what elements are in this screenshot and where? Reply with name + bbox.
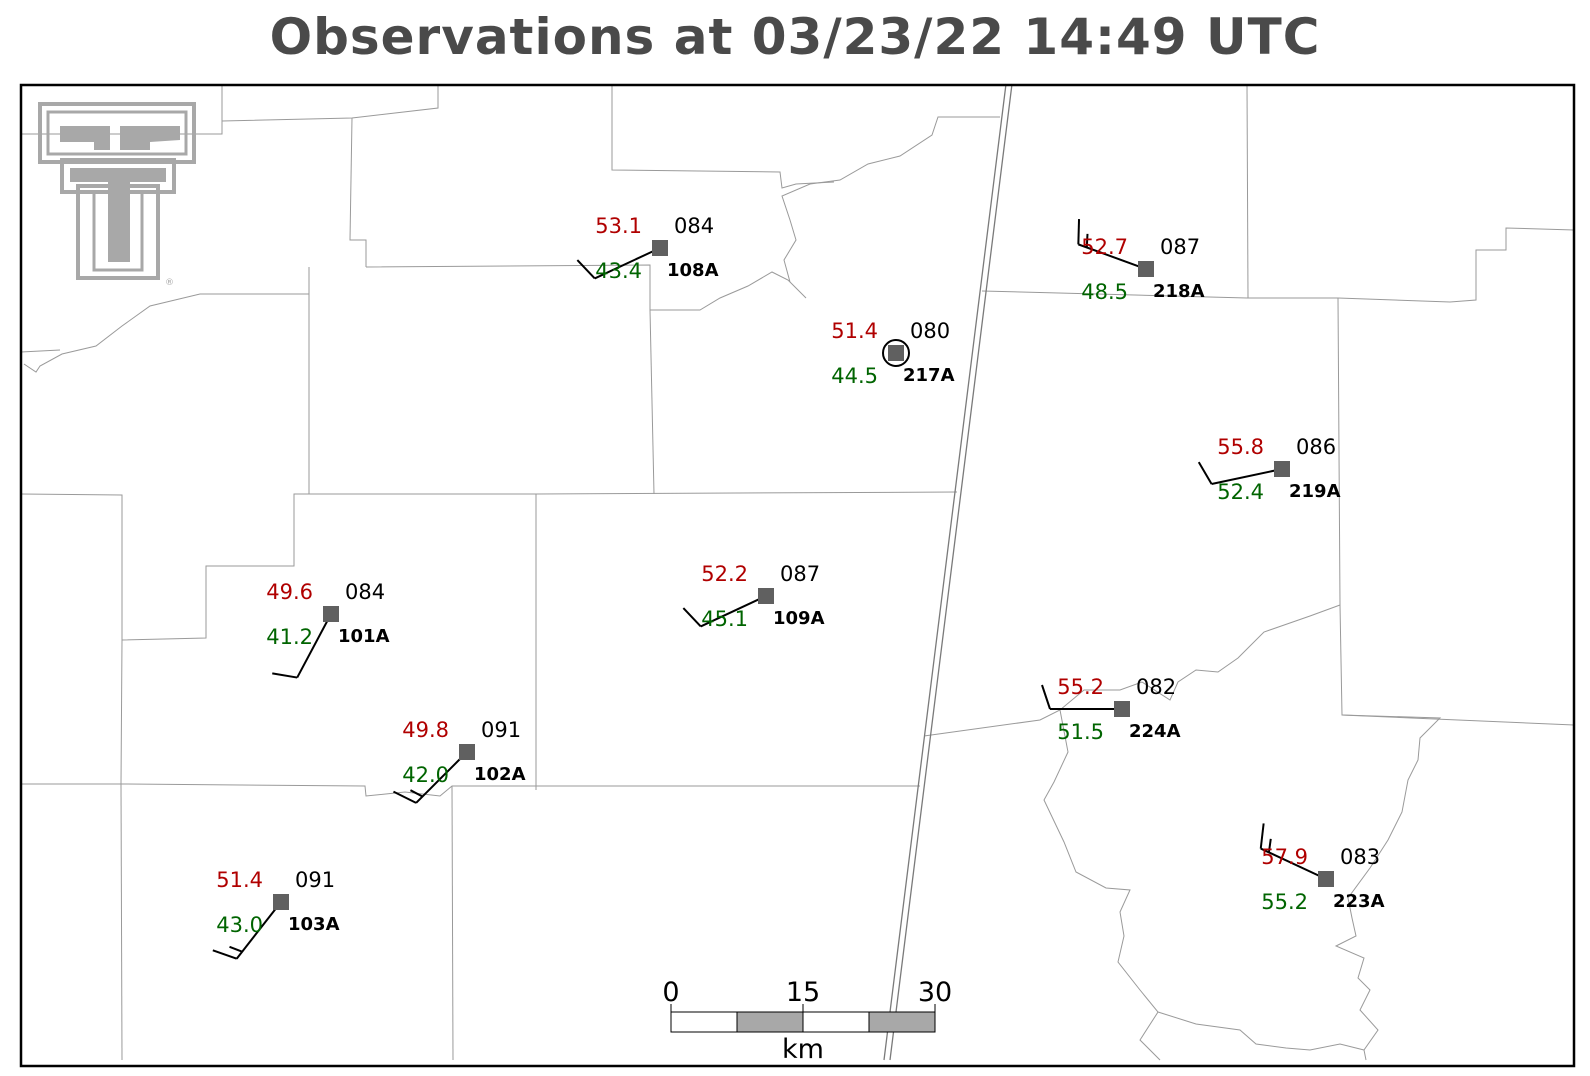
wind-barb (1259, 823, 1327, 880)
county-boundaries (20, 83, 1575, 1061)
station-id-label: 101A (338, 626, 390, 647)
station-plot: 53.1 43.4 084 108A (576, 214, 719, 283)
dewpoint-label: 45.1 (701, 607, 748, 631)
station-marker[interactable] (459, 744, 475, 760)
temperature-label: 49.8 (402, 718, 449, 742)
station-id-label: 219A (1289, 481, 1341, 502)
calm-wind-circle (882, 339, 910, 367)
humidity-label: 087 (1160, 235, 1200, 259)
temperature-label: 52.7 (1081, 235, 1128, 259)
registered-mark: ® (165, 278, 174, 288)
station-marker[interactable] (888, 345, 904, 361)
station-plot: 49.8 42.0 091 102A (393, 718, 526, 804)
station-id-label: 217A (903, 365, 955, 386)
station-marker[interactable] (652, 240, 668, 256)
station-id-label: 103A (288, 914, 340, 935)
station-plot: 49.6 41.2 084 101A (266, 580, 390, 679)
station-id-label: 224A (1129, 721, 1181, 742)
state-boundary (883, 83, 1013, 1061)
temperature-label: 55.2 (1057, 675, 1104, 699)
wind-barb (1077, 219, 1147, 270)
wind-barb (393, 751, 468, 804)
dewpoint-label: 42.0 (402, 763, 449, 787)
station-id-label: 109A (773, 608, 825, 629)
station-id-label: 218A (1153, 281, 1205, 302)
humidity-label: 082 (1136, 675, 1176, 699)
temperature-label: 55.8 (1217, 435, 1264, 459)
wind-barb (1041, 684, 1122, 710)
scale-bar: 0 15 30 km (662, 977, 952, 1065)
humidity-label: 086 (1296, 435, 1336, 459)
station-plot: 51.4 44.5 080 217A (831, 319, 954, 388)
station-plot: 51.4 43.0 091 103A (212, 868, 340, 960)
station-marker[interactable] (1114, 701, 1130, 717)
station-marker[interactable] (273, 894, 289, 910)
station-marker[interactable] (758, 588, 774, 604)
station-plot: 57.9 55.2 083 223A (1259, 823, 1385, 914)
station-plot: 52.2 45.1 087 109A (682, 562, 825, 631)
station-plot: 52.7 48.5 087 218A (1077, 219, 1205, 304)
scale-label-30: 30 (918, 977, 952, 1008)
temperature-label: 52.2 (701, 562, 748, 586)
station-id-label: 102A (474, 764, 526, 785)
humidity-label: 087 (780, 562, 820, 586)
humidity-label: 080 (910, 319, 950, 343)
dewpoint-label: 44.5 (831, 364, 878, 388)
humidity-label: 091 (295, 868, 335, 892)
station-marker[interactable] (1318, 871, 1334, 887)
station-id-label: 108A (667, 260, 719, 281)
dewpoint-label: 51.5 (1057, 720, 1104, 744)
scale-label-0: 0 (662, 977, 679, 1008)
station-plot: 55.2 51.5 082 224A (1041, 675, 1181, 744)
texas-tech-double-t-logo (38, 102, 196, 280)
stations-layer: 53.1 43.4 084 108A 51.4 44.5 080 217A 52.7 48.5 08… (212, 214, 1385, 960)
temperature-label: 57.9 (1261, 845, 1308, 869)
temperature-label: 51.4 (831, 319, 878, 343)
wind-barb (212, 901, 282, 960)
humidity-label: 083 (1340, 845, 1380, 869)
temperature-label: 51.4 (216, 868, 263, 892)
humidity-label: 084 (674, 214, 714, 238)
page-title: Observations at 03/23/22 14:49 UTC (269, 8, 1321, 66)
temperature-label: 49.6 (266, 580, 313, 604)
wind-barb (682, 595, 767, 628)
dewpoint-label: 43.0 (216, 913, 263, 937)
scale-label-15: 15 (786, 977, 820, 1008)
temperature-label: 53.1 (595, 214, 642, 238)
station-marker[interactable] (1274, 461, 1290, 477)
station-id-label: 223A (1333, 891, 1385, 912)
station-plot: 55.8 52.4 086 219A (1197, 435, 1341, 504)
humidity-label: 084 (345, 580, 385, 604)
wind-barb (1197, 461, 1283, 485)
wind-barb (576, 247, 661, 280)
wind-barb (272, 613, 332, 679)
station-marker[interactable] (1138, 261, 1154, 277)
dewpoint-label: 52.4 (1217, 480, 1264, 504)
dewpoint-label: 48.5 (1081, 280, 1128, 304)
map-frame (19, 83, 1576, 1068)
station-marker[interactable] (323, 606, 339, 622)
humidity-label: 091 (481, 718, 521, 742)
scale-unit: km (782, 1034, 824, 1065)
dewpoint-label: 55.2 (1261, 890, 1308, 914)
dewpoint-label: 41.2 (266, 625, 313, 649)
dewpoint-label: 43.4 (595, 259, 642, 283)
